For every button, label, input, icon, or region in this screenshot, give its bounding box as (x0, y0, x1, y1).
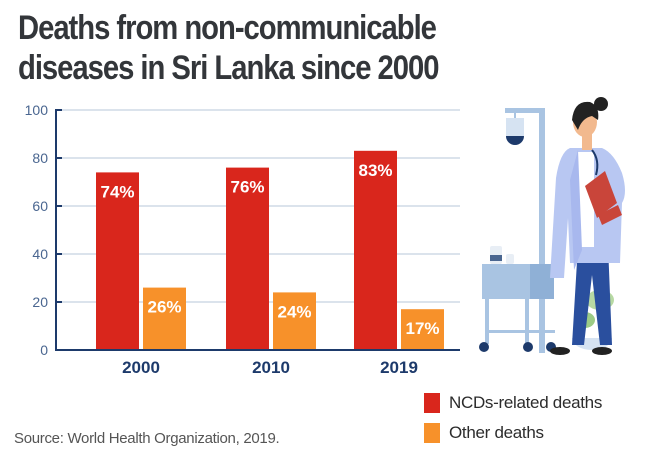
iv-stand-pole (539, 108, 545, 353)
doctor-illustration (479, 97, 625, 355)
bar-ncds-2019 (354, 150, 397, 350)
legend-label-ncds: NCDs-related deaths (449, 393, 603, 412)
source-note: Source: World Health Organization, 2019. (14, 430, 280, 447)
data-label: 74% (100, 182, 134, 201)
legend-item-ncds: NCDs-related deaths (424, 388, 602, 418)
data-label: 26% (147, 298, 181, 317)
legend: NCDs-related deaths Other deaths (424, 388, 602, 448)
y-tick-label: 40 (32, 246, 48, 262)
iv-stand-top (505, 108, 545, 113)
data-label: 83% (358, 161, 392, 180)
bar-other-2000 (143, 287, 186, 350)
data-label: 24% (277, 302, 311, 321)
y-tick-label: 80 (32, 150, 48, 166)
bars: 74% 26% 76% 24% 83% 17% (96, 150, 444, 350)
legend-label-other: Other deaths (449, 423, 544, 442)
legend-item-other: Other deaths (424, 418, 602, 448)
x-tick-label: 2010 (252, 358, 290, 377)
clipboard-icon (585, 171, 617, 218)
axes (55, 109, 460, 351)
chart-title: Deaths from non-communicable diseases in… (18, 9, 440, 87)
x-tick-label: 2000 (122, 358, 160, 377)
y-tick-label: 0 (40, 342, 48, 358)
y-tick-label: 20 (32, 294, 48, 310)
data-label: 76% (230, 178, 264, 197)
bar-other-2019 (401, 309, 444, 350)
doctor-icon (572, 245, 612, 345)
x-axis-labels: 2000 2010 2019 (122, 358, 418, 377)
legend-swatch-other (424, 423, 440, 443)
bar-ncds-2010 (226, 167, 269, 350)
y-tick-label: 100 (25, 102, 49, 118)
x-tick-label: 2019 (380, 358, 418, 377)
bar-ncds-2000 (96, 172, 139, 350)
legend-swatch-ncds (424, 393, 440, 413)
data-label: 17% (405, 319, 439, 338)
y-tick-label: 60 (32, 198, 48, 214)
bar-other-2010 (273, 292, 316, 350)
